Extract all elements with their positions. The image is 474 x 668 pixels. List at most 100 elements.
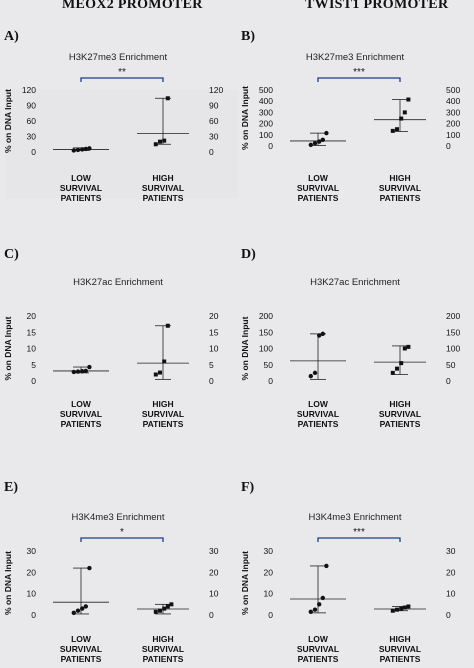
data-point <box>395 127 399 132</box>
y-tick-label-left: 30 <box>27 546 37 556</box>
category-label: PATIENTS <box>298 654 339 664</box>
y-tick-label-right: 20 <box>446 567 456 577</box>
panel-title: H3K27ac Enrichment <box>73 277 163 288</box>
y-tick-label-left: 10 <box>27 589 37 599</box>
chart-panel-e: E) H3K4me3 Enrichment % on DNA Input 0 0 10 10… <box>3 480 219 664</box>
y-tick-label-left: 30 <box>27 132 37 142</box>
panel-title: H3K4me3 Enrichment <box>309 512 402 523</box>
data-point <box>399 361 404 366</box>
data-point <box>75 369 81 374</box>
y-tick-label-right: 0 <box>209 376 214 386</box>
data-point <box>83 146 89 152</box>
data-point <box>317 602 322 607</box>
category-label: SURVIVAL <box>379 644 421 654</box>
y-tick-label-right: 100 <box>446 130 460 140</box>
data-point <box>153 142 158 147</box>
category-label: HIGH <box>152 399 173 409</box>
y-tick-label-right: 200 <box>446 311 460 321</box>
category-label: HIGH <box>389 173 410 183</box>
category-label: HIGH <box>389 399 410 409</box>
data-point <box>165 604 170 609</box>
y-tick-label-left: 100 <box>259 344 273 354</box>
category-label: PATIENTS <box>61 193 102 203</box>
panel-title: H3K27me3 Enrichment <box>306 52 405 63</box>
category-label: SURVIVAL <box>60 644 102 654</box>
data-point <box>308 609 313 614</box>
data-point <box>158 370 162 375</box>
panel-label: D) <box>241 247 256 262</box>
panel-background <box>5 89 238 199</box>
data-point <box>80 369 85 374</box>
y-tick-label-left: 20 <box>27 311 37 321</box>
category-label: PATIENTS <box>143 419 184 429</box>
category-label: SURVIVAL <box>142 409 184 419</box>
data-point <box>402 346 407 351</box>
y-tick-label-left: 100 <box>259 130 273 140</box>
y-tick-label-left: 30 <box>264 546 274 556</box>
y-tick-label-right: 10 <box>209 344 219 354</box>
y-axis-label: % on DNA Input <box>3 316 13 380</box>
chart-panel-d: D) H3K27ac Enrichment % on DNA Input 0 0 50 50… <box>240 247 460 429</box>
category-label: SURVIVAL <box>60 409 102 419</box>
category-label: LOW <box>71 634 92 644</box>
y-tick-label-left: 120 <box>22 85 36 95</box>
y-tick-label-left: 90 <box>27 101 37 111</box>
category-label: SURVIVAL <box>60 183 102 193</box>
data-point <box>402 605 407 610</box>
y-tick-label-right: 30 <box>209 132 219 142</box>
panel-title: H3K27ac Enrichment <box>310 277 400 288</box>
twist1-column-header: TWIST1 PROMOTER <box>305 0 449 12</box>
y-tick-label-right: 15 <box>209 327 219 337</box>
data-point <box>87 364 92 370</box>
y-tick-label-left: 400 <box>259 96 273 106</box>
data-point <box>80 147 85 152</box>
y-tick-label-right: 30 <box>209 546 219 556</box>
y-tick-label-left: 60 <box>27 116 37 126</box>
data-point <box>399 606 404 611</box>
y-tick-label-left: 0 <box>268 376 273 386</box>
category-label: LOW <box>308 173 329 183</box>
y-tick-label-right: 60 <box>209 116 219 126</box>
category-label: LOW <box>308 634 329 644</box>
y-tick-label-right: 200 <box>446 119 460 129</box>
data-point <box>162 138 167 143</box>
significance-label: *** <box>353 527 365 538</box>
significance-bracket <box>317 77 401 82</box>
y-tick-label-right: 30 <box>446 546 456 556</box>
y-tick-label-right: 90 <box>209 101 219 111</box>
y-tick-label-left: 0 <box>268 141 273 151</box>
category-label: LOW <box>71 399 92 409</box>
panel-label: F) <box>241 480 255 495</box>
y-tick-label-left: 5 <box>31 360 36 370</box>
category-label: SURVIVAL <box>297 644 339 654</box>
meox2-column-header: MEOX2 PROMOTER <box>62 0 203 12</box>
data-point <box>324 130 329 136</box>
y-tick-label-right: 10 <box>209 589 219 599</box>
y-tick-label-right: 120 <box>209 85 223 95</box>
data-point <box>317 333 322 338</box>
panel-title: H3K27me3 Enrichment <box>69 52 168 63</box>
y-tick-label-left: 0 <box>31 610 36 620</box>
data-point <box>390 370 395 375</box>
category-label: PATIENTS <box>298 419 339 429</box>
data-point <box>395 607 399 612</box>
y-tick-label-right: 400 <box>446 96 460 106</box>
data-point <box>83 604 89 609</box>
category-label: SURVIVAL <box>297 183 339 193</box>
data-point <box>71 148 77 153</box>
y-tick-label-left: 500 <box>259 85 273 95</box>
y-tick-label-right: 0 <box>446 141 451 151</box>
category-label: SURVIVAL <box>379 183 421 193</box>
chart-panel-b: B)H3K27me3 Enrichment% on DNA Input 0 0100… <box>240 29 460 203</box>
data-point <box>165 96 170 101</box>
significance-bracket <box>317 537 401 542</box>
data-point <box>75 147 81 153</box>
category-label: SURVIVAL <box>297 409 339 419</box>
data-point <box>153 609 158 614</box>
data-point <box>83 368 89 374</box>
data-point <box>71 369 77 375</box>
category-label: PATIENTS <box>380 654 421 664</box>
data-point <box>406 604 411 609</box>
y-tick-label-right: 10 <box>446 589 456 599</box>
y-tick-label-left: 20 <box>27 567 37 577</box>
